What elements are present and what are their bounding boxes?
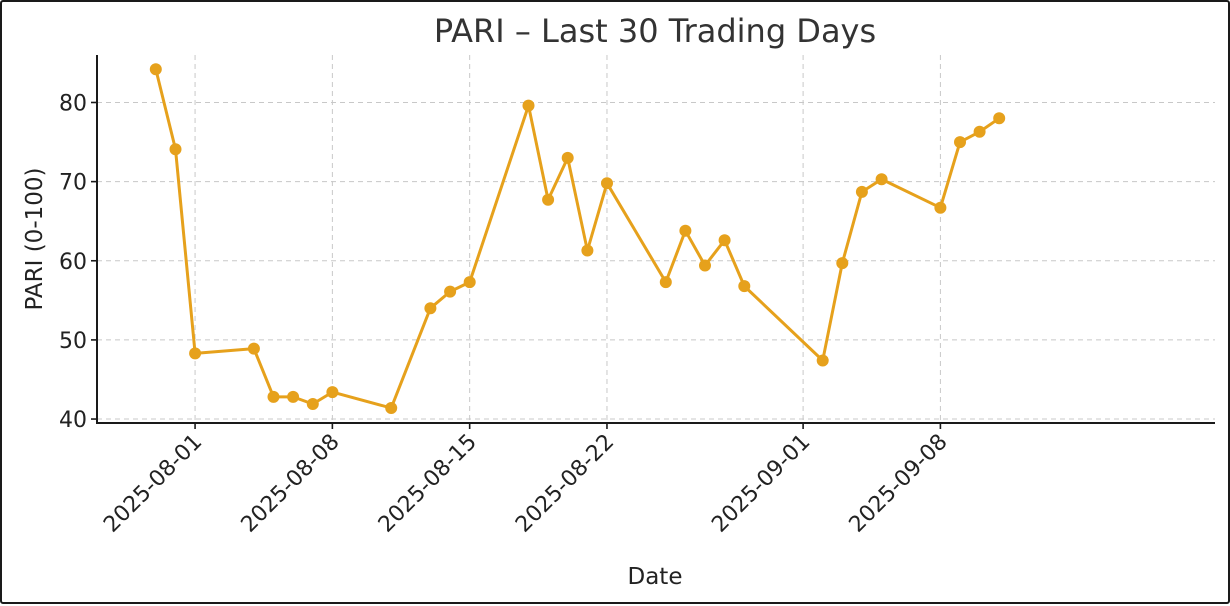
x-tick-label: 2025-09-01 [707,430,815,538]
series-line [154,68,1001,410]
data-points [149,63,1006,414]
data-point [287,390,300,403]
x-tick-label: 2025-09-08 [845,430,953,538]
data-point [561,151,574,164]
y-tick-label: 40 [59,408,87,433]
x-tick-label: 2025-08-15 [374,430,482,538]
y-tick-label: 80 [59,91,87,116]
data-point [581,244,594,257]
x-axis-ticks: 2025-08-01 2025-08-08 2025-08-15 2025-08-22… [99,423,953,538]
data-point [738,280,751,293]
data-point [954,136,966,149]
data-point [385,402,398,414]
y-tick-label: 60 [59,250,87,275]
data-point [718,234,731,247]
data-point [169,143,182,156]
data-point [855,185,868,198]
x-tick-label: 2025-08-22 [511,430,619,538]
data-point [463,276,476,289]
data-point [601,177,613,190]
x-tick-label: 2025-08-08 [237,430,345,538]
data-point [326,386,339,399]
data-point [444,285,457,298]
data-point [659,276,672,289]
data-point [993,112,1006,125]
y-axis-ticks: 40 50 60 70 80 [59,91,97,433]
data-point [424,302,437,315]
data-point [816,354,829,367]
chart-title: PARI – Last 30 Trading Days [434,12,876,50]
x-tick-label: 2025-08-01 [99,430,207,538]
data-point [247,342,260,355]
data-point [189,347,202,360]
axes [96,55,1215,424]
grid [97,55,1215,423]
y-tick-label: 50 [59,329,87,354]
data-point [836,257,849,270]
data-point [679,224,692,237]
data-point [267,390,280,403]
y-axis-label: PARI (0-100) [22,168,48,311]
data-point [973,125,986,138]
data-point [306,398,319,410]
data-point [149,63,162,76]
data-point [542,193,555,206]
y-tick-label: 70 [59,171,87,196]
data-point [522,99,535,112]
axis-spines [96,55,1215,424]
data-point [934,201,947,214]
data-point [875,173,888,186]
x-axis-label: Date [628,564,683,590]
data-point [699,259,711,272]
series-line-layer [154,68,1001,410]
